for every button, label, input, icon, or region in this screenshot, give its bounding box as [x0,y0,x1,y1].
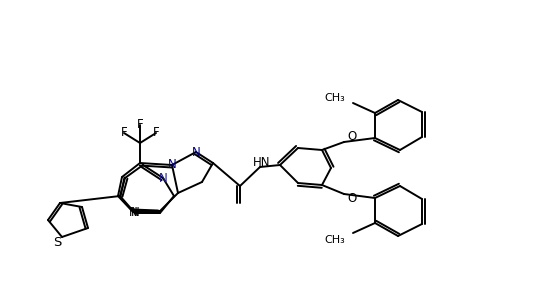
Text: N: N [158,171,168,185]
Text: HN: HN [252,156,270,170]
Text: F: F [137,119,143,132]
Text: N: N [129,205,137,218]
Text: F: F [121,127,127,140]
Text: N: N [168,158,176,171]
Text: S: S [53,237,61,250]
Text: O: O [347,192,357,205]
Text: N: N [192,145,200,158]
Text: CH₃: CH₃ [324,93,345,103]
Text: N: N [130,207,140,220]
Text: F: F [153,127,159,140]
Text: CH₃: CH₃ [324,235,345,245]
Text: O: O [347,130,357,143]
